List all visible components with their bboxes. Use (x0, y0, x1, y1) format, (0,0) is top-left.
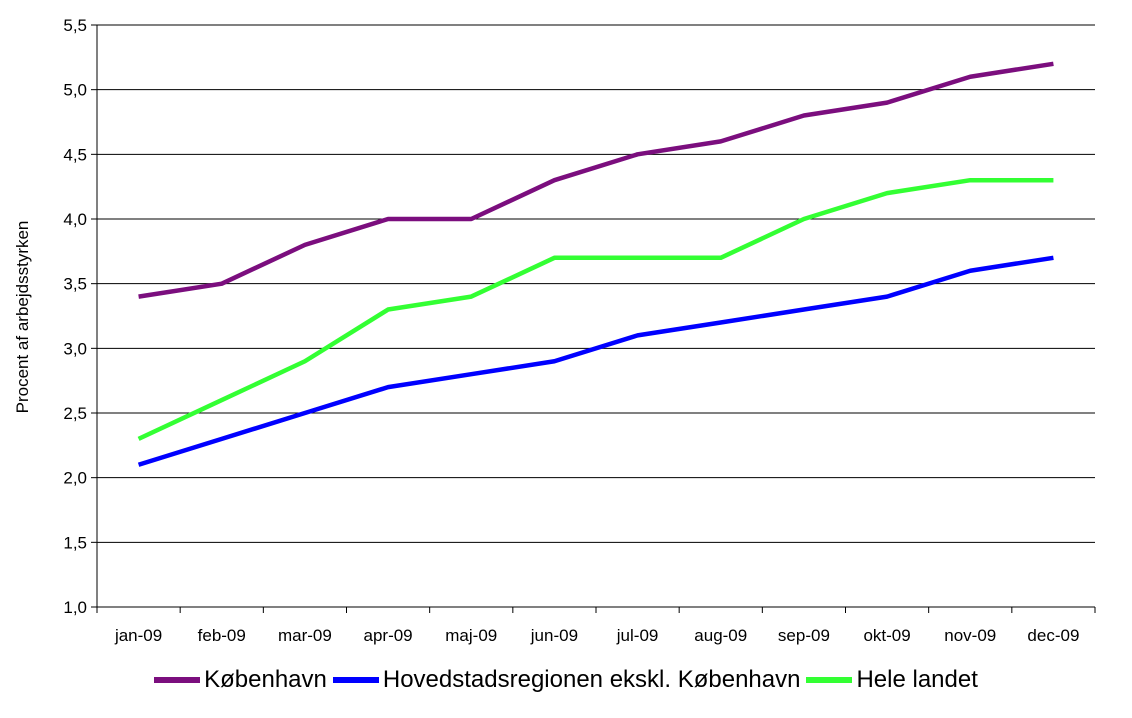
y-tick-labels: 1,0 1,5 2,0 2,5 3,0 3,5 4,0 4,5 5,0 5,5 (63, 16, 87, 617)
x-tick-labels: jan-09 feb-09 mar-09 apr-09 maj-09 jun-09 jul-… (114, 626, 1079, 645)
x-tick-label: okt-09 (863, 626, 910, 645)
x-tick-label: apr-09 (364, 626, 413, 645)
y-tick-label: 2,5 (63, 404, 87, 423)
y-tick-label: 4,5 (63, 145, 87, 164)
x-tick-label: sep-09 (778, 626, 830, 645)
y-axis-label: Procent af arbejdsstyrken (13, 221, 32, 414)
y-tick-label: 1,0 (63, 598, 87, 617)
series-line-2 (137, 177, 1054, 441)
series-lines (137, 61, 1054, 467)
series-line-1 (137, 255, 1054, 467)
legend-swatch-hele-landet (806, 677, 853, 683)
legend-label-hele-landet: Hele landet (856, 666, 978, 693)
x-tick-label: maj-09 (445, 626, 497, 645)
axes (91, 24, 1096, 613)
y-tick-label: 2,0 (63, 469, 87, 488)
x-tick-label: feb-09 (198, 626, 246, 645)
x-tick-label: nov-09 (944, 626, 996, 645)
x-tick-label: jun-09 (530, 626, 578, 645)
legend-label-kobenhavn: København (204, 666, 327, 693)
legend-swatch-kobenhavn (154, 677, 201, 683)
legend-item-hovedstadsregionen: Hovedstadsregionen ekskl. København (332, 666, 801, 694)
y-tick-label: 4,0 (63, 210, 87, 229)
series-line-0 (138, 61, 1054, 299)
y-tick-label: 3,5 (63, 275, 87, 294)
x-tick-label: jan-09 (114, 626, 162, 645)
gridlines (97, 24, 1095, 543)
legend: København Hovedstadsregionen ekskl. Købe… (0, 660, 1132, 700)
legend-label-hovedstadsregionen: Hovedstadsregionen ekskl. København (382, 666, 801, 693)
x-tick-label: aug-09 (694, 626, 747, 645)
y-tick-label: 5,0 (63, 81, 87, 100)
x-tick-label: mar-09 (278, 626, 332, 645)
legend-item-hele-landet: Hele landet (806, 666, 978, 694)
y-tick-label: 1,5 (63, 533, 87, 552)
legend-item-kobenhavn: København (154, 666, 327, 694)
y-tick-label: 5,5 (63, 16, 87, 35)
x-tick-label: jul-09 (616, 626, 659, 645)
legend-swatch-hovedstadsregionen (332, 677, 379, 683)
y-tick-label: 3,0 (63, 339, 87, 358)
x-tick-label: dec-09 (1027, 626, 1079, 645)
